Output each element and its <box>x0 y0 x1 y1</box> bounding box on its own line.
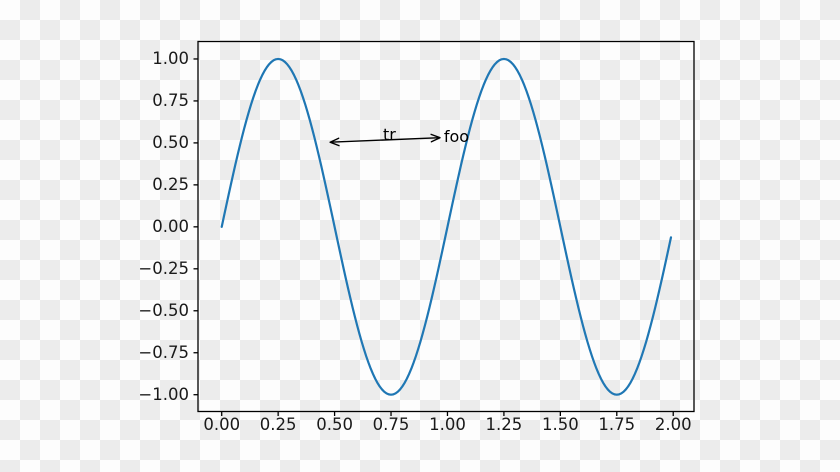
y-tick-label: 0.25 <box>152 174 189 194</box>
x-tick-label: 1.75 <box>598 415 636 434</box>
arrow-head-left <box>329 137 340 147</box>
annotation-text-tr: tr <box>383 124 396 144</box>
y-tick-label: −1.00 <box>138 384 189 404</box>
x-tick-label: 0.75 <box>372 415 410 434</box>
y-tick-label: −0.75 <box>138 342 189 362</box>
y-tick-label: 0.50 <box>152 132 189 152</box>
y-tick-label: 0.00 <box>152 216 189 236</box>
annotation-text-foo: foo <box>443 126 470 146</box>
x-tick-label: 0.25 <box>259 415 297 434</box>
x-tick-label: 1.50 <box>541 415 579 434</box>
x-tick-label: 0.00 <box>203 415 241 434</box>
y-tick-label: −0.50 <box>138 300 189 320</box>
arrow-head-right <box>430 133 441 143</box>
x-tick-label: 0.50 <box>316 415 353 434</box>
x-tick-label: 2.00 <box>654 415 692 434</box>
y-tick-label: −0.25 <box>138 258 189 278</box>
x-tick-label: 1.25 <box>485 415 523 434</box>
y-tick-label: 0.75 <box>152 90 189 110</box>
x-tick-label: 1.00 <box>429 415 466 434</box>
y-tick-label: 1.00 <box>152 48 189 68</box>
sine-curve <box>220 57 673 396</box>
annotation-arrow-shaft <box>330 136 441 143</box>
axes-spine <box>197 40 695 413</box>
